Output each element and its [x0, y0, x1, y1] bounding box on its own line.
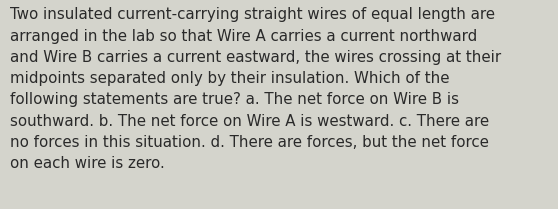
- Text: Two insulated current-carrying straight wires of equal length are
arranged in th: Two insulated current-carrying straight …: [10, 7, 501, 171]
